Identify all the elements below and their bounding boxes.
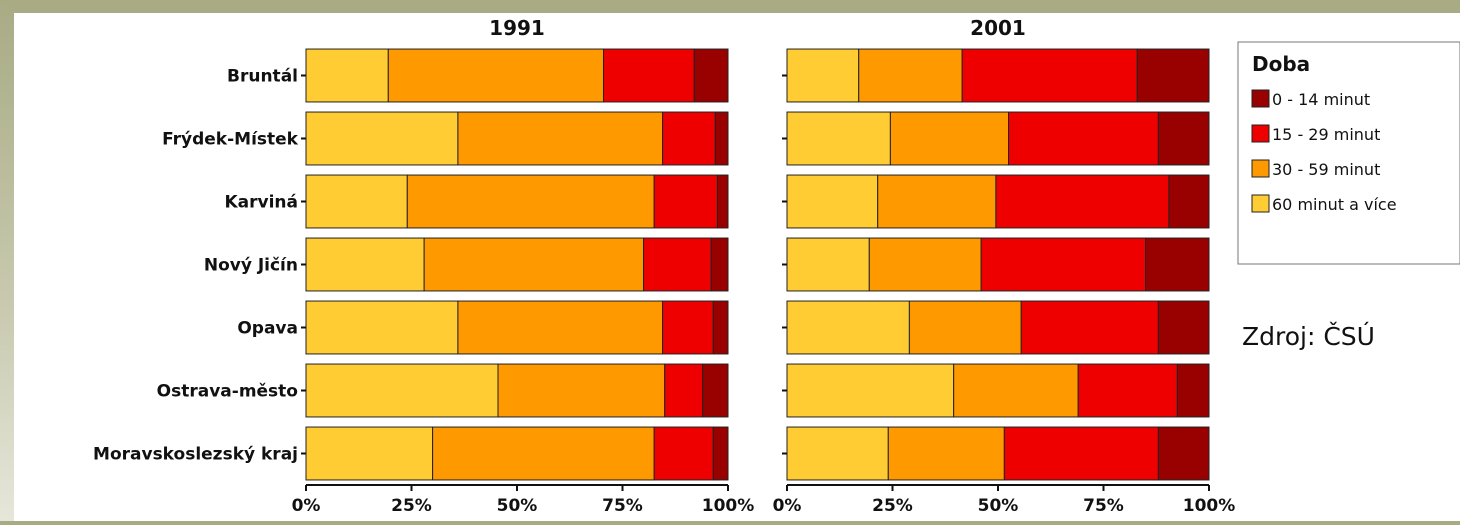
legend-swatch <box>1251 89 1270 108</box>
bar-segment <box>305 174 408 229</box>
x-tick-label: 0% <box>292 496 321 516</box>
bar-segment <box>497 363 666 418</box>
x-tick-label: 75% <box>1083 496 1124 516</box>
bar-segment <box>953 363 1079 418</box>
bar-segment <box>710 237 729 292</box>
x-tick-label: 25% <box>391 496 432 516</box>
bar-segment <box>1176 363 1210 418</box>
bar-segment <box>1077 363 1178 418</box>
bar-segment <box>457 300 664 355</box>
bar-segment <box>786 300 910 355</box>
category-label: Ostrava-město <box>157 382 298 402</box>
x-tick-label: 100% <box>702 496 755 516</box>
bar-segment <box>786 48 860 103</box>
bar-segment <box>653 426 714 481</box>
bar-segment <box>980 237 1147 292</box>
legend-swatch <box>1251 124 1270 143</box>
bar-segment <box>868 237 982 292</box>
bar-segment <box>786 174 879 229</box>
x-tick-label: 100% <box>1183 496 1236 516</box>
category-label: Karviná <box>224 193 298 213</box>
legend-title: Doba <box>1252 52 1310 76</box>
legend-item: 0 - 14 minut <box>1272 90 1370 109</box>
bar-segment <box>961 48 1138 103</box>
x-tick-label: 25% <box>872 496 913 516</box>
bar-segment <box>1157 426 1210 481</box>
bar-segment <box>877 174 997 229</box>
bar-segment <box>693 48 729 103</box>
bar-segment <box>712 300 729 355</box>
bar-segment <box>887 426 1005 481</box>
bar-segment <box>858 48 963 103</box>
bar-segment <box>423 237 645 292</box>
panel-title-2001: 2001 <box>970 16 1026 40</box>
x-tick-label: 0% <box>773 496 802 516</box>
bar-segment <box>702 363 729 418</box>
source-note: Zdroj: ČSÚ <box>1242 321 1375 351</box>
x-tick-label: 50% <box>978 496 1019 516</box>
bar-segment <box>305 111 459 166</box>
bar-segment <box>603 48 695 103</box>
category-label: Frýdek-Místek <box>162 130 299 150</box>
bar-segment <box>716 174 729 229</box>
commute-time-chart: 1991 Bruntál Frýdek-Místek Karviná Nový Jičí… <box>93 16 1460 516</box>
bar-segment <box>889 111 1010 166</box>
bar-segment <box>712 426 729 481</box>
bar-segment <box>305 300 459 355</box>
bar-segment <box>786 237 870 292</box>
bar-segment <box>653 174 718 229</box>
panel-title-1991: 1991 <box>489 16 545 40</box>
legend-swatch <box>1251 159 1270 178</box>
bar-segment <box>432 426 655 481</box>
legend-item: 15 - 29 minut <box>1272 125 1380 144</box>
bar-segment <box>305 426 434 481</box>
legend-swatch <box>1251 194 1270 213</box>
x-tick-label: 75% <box>602 496 643 516</box>
x-tick-label: 50% <box>497 496 538 516</box>
legend-item: 60 minut a více <box>1272 195 1397 214</box>
bar-segment <box>786 426 889 481</box>
bar-segment <box>664 363 704 418</box>
bar-segment <box>1008 111 1159 166</box>
bar-segment <box>1003 426 1159 481</box>
left-bar <box>0 0 14 521</box>
bar-segment <box>457 111 664 166</box>
bar-segment <box>1020 300 1159 355</box>
bar-segment <box>305 363 499 418</box>
bar-segment <box>406 174 655 229</box>
bar-segment <box>662 300 714 355</box>
category-label: Nový Jičín <box>204 256 298 276</box>
bar-segment <box>387 48 605 103</box>
bar-segment <box>786 363 955 418</box>
bar-segment <box>1168 174 1210 229</box>
bar-segment <box>643 237 712 292</box>
legend-box <box>1237 41 1460 265</box>
category-label: Bruntál <box>227 67 298 87</box>
bar-segment <box>908 300 1022 355</box>
bar-segment <box>662 111 716 166</box>
bar-segment <box>995 174 1170 229</box>
bar-segment <box>786 111 891 166</box>
bar-segment <box>1145 237 1210 292</box>
legend-item: 30 - 59 minut <box>1272 160 1380 179</box>
category-label: Moravskoslezský kraj <box>93 445 298 465</box>
bar-segment <box>1157 300 1210 355</box>
bar-segment <box>1157 111 1210 166</box>
bar-segment <box>305 237 425 292</box>
bar-segment <box>714 111 729 166</box>
bar-segment <box>1136 48 1210 103</box>
bar-segment <box>305 48 389 103</box>
category-label: Opava <box>237 319 298 339</box>
chart-panel: 1991 Bruntál Frýdek-Místek Karviná Nový Jičí… <box>14 13 1460 521</box>
top-bar <box>0 0 1460 13</box>
